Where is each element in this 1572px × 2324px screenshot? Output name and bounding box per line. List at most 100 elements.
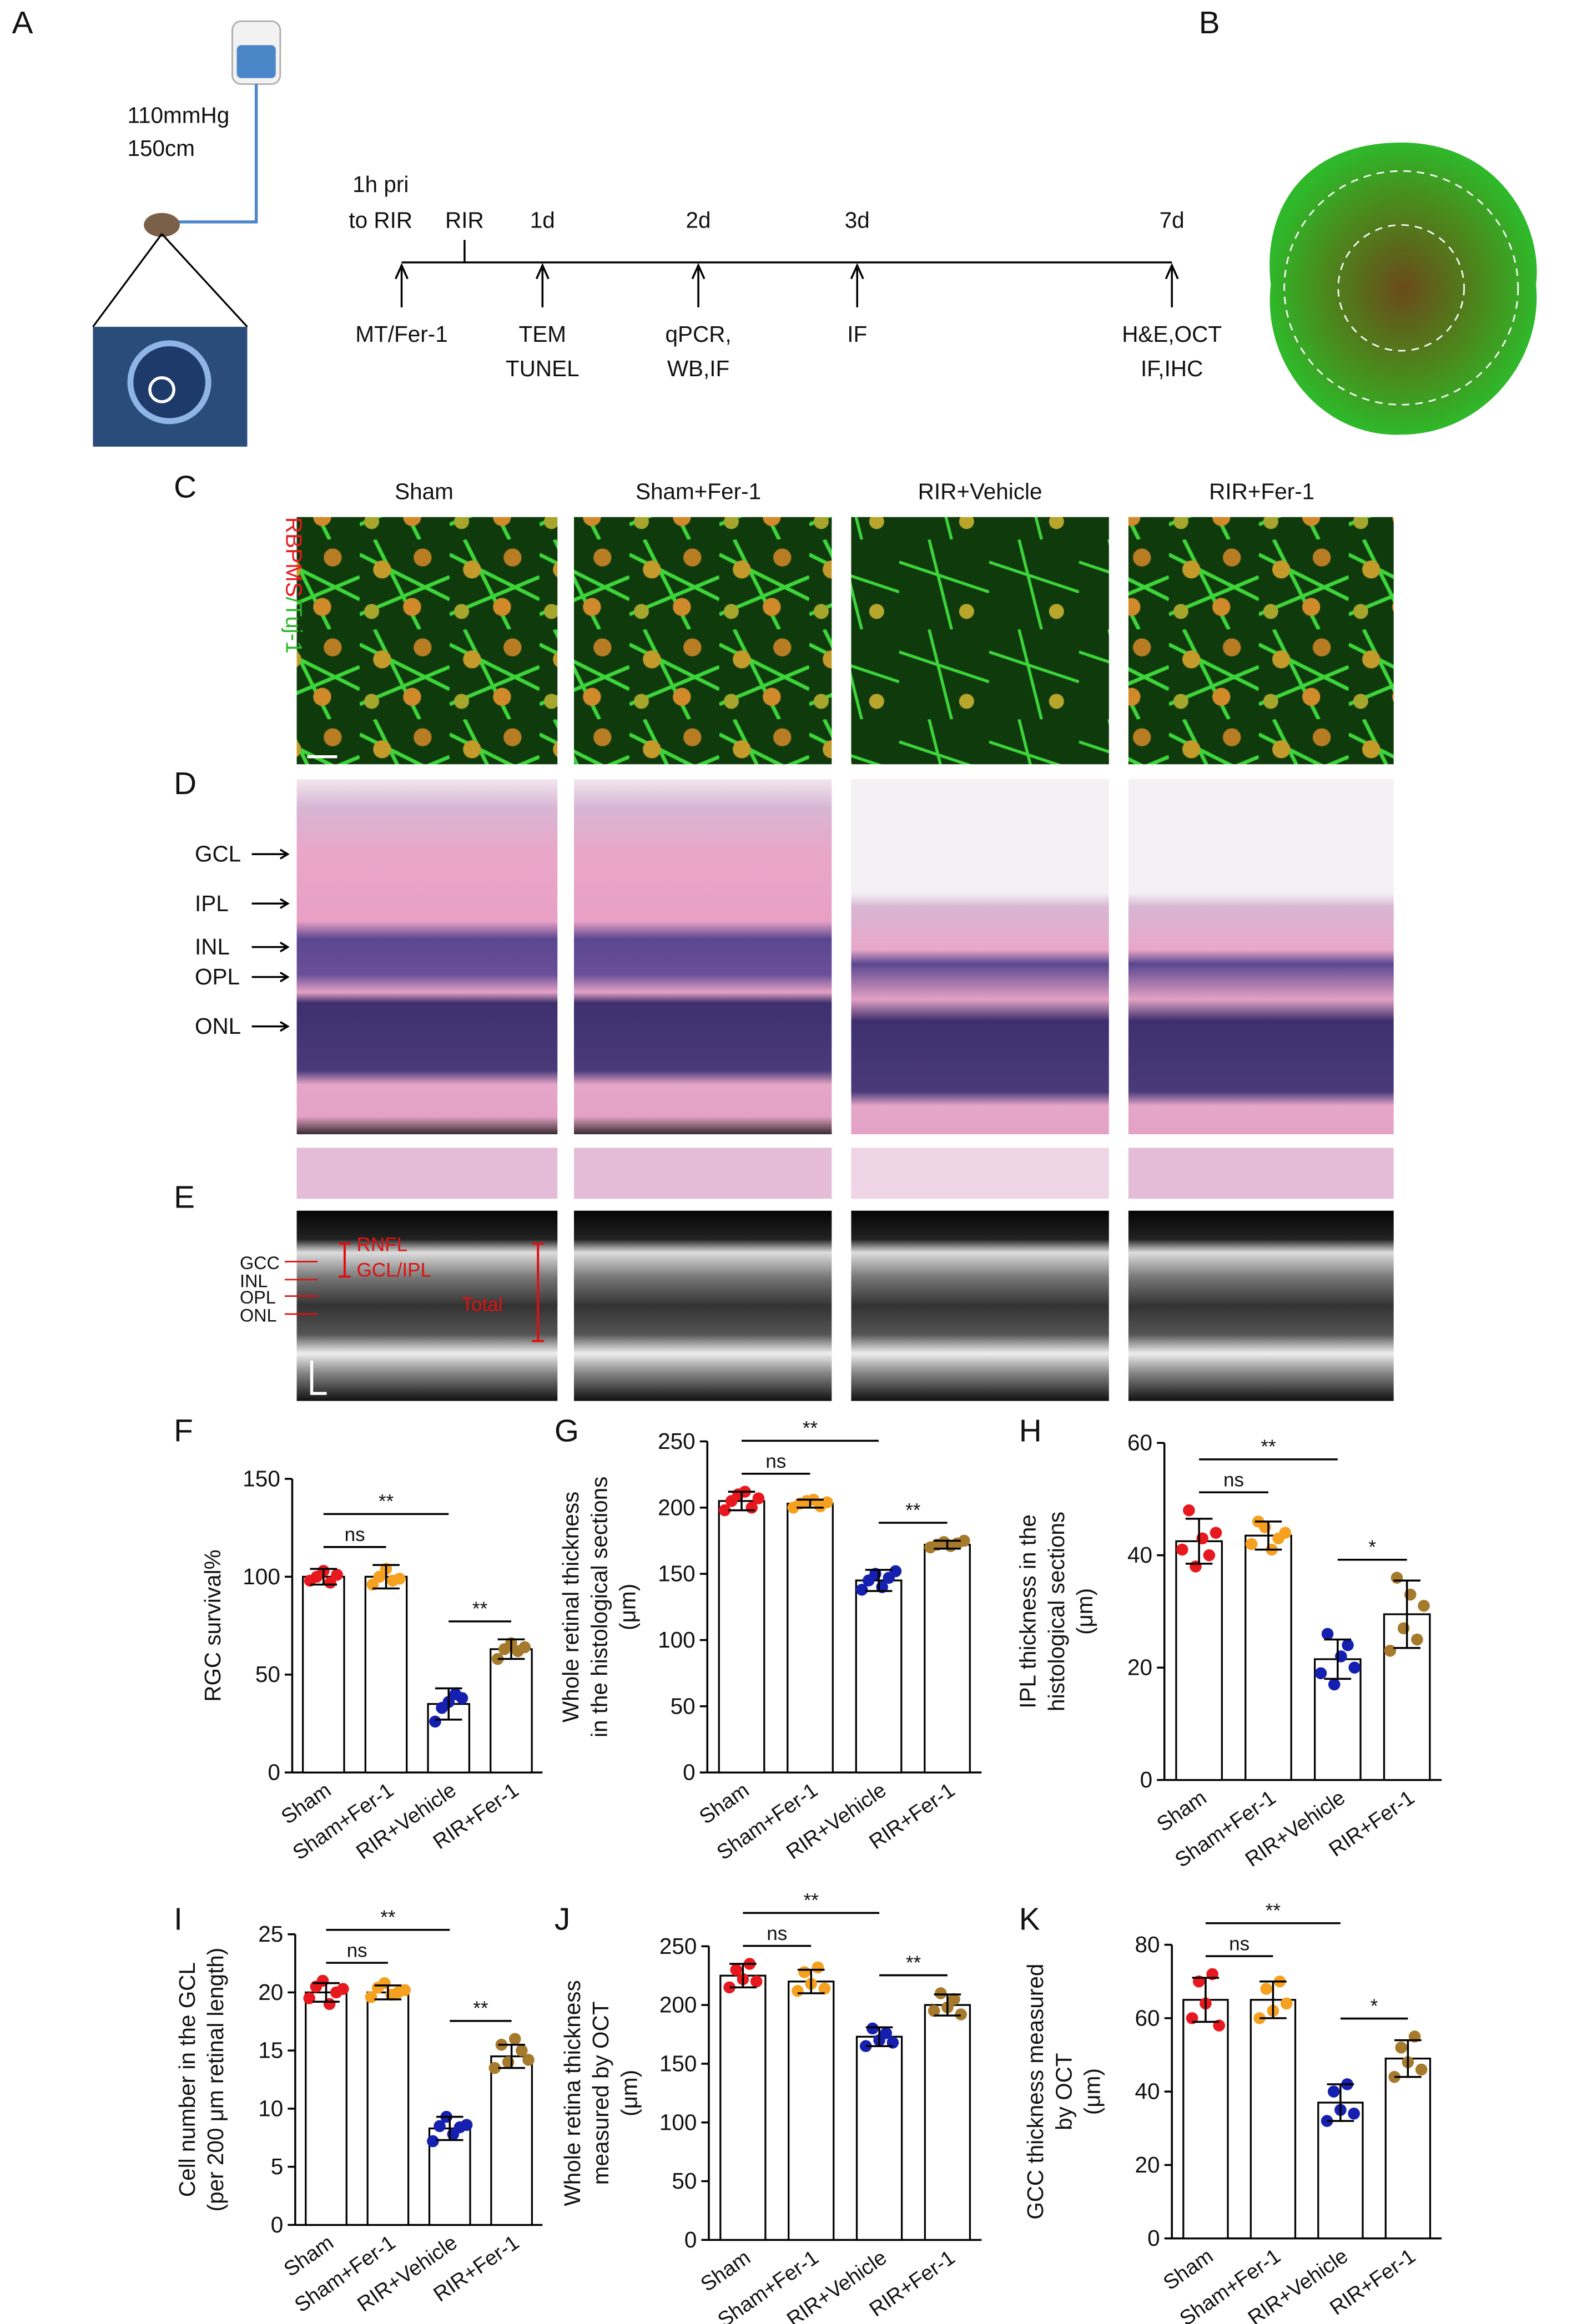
data-point (1342, 1639, 1354, 1651)
x-tick-label: Sham (695, 1779, 753, 1829)
timeline-top: 3d (845, 208, 870, 233)
timeline-bottom: WB,IF (667, 356, 729, 381)
data-point (934, 1987, 947, 1999)
layer-label: IPL (195, 891, 229, 916)
x-tick-label: Sham (1159, 2245, 1217, 2295)
data-point (1348, 1661, 1361, 1674)
group-label: Sham (395, 478, 454, 504)
error-bar (1192, 1977, 1220, 2023)
error-bar (797, 1498, 824, 1509)
bar (1182, 1999, 1229, 2240)
timeline-bottom: qPCR, (665, 321, 731, 347)
data-point (1210, 1527, 1222, 1539)
data-point (889, 1565, 902, 1578)
error-bar (1185, 1518, 1213, 1565)
y-tick-label: 20 (1135, 2152, 1160, 2178)
data-point (1418, 1599, 1430, 1612)
significance-label: ** (473, 1998, 488, 2019)
y-tick-label: 40 (1135, 2079, 1160, 2104)
data-point (303, 1992, 315, 2004)
panel-label: D (174, 766, 196, 801)
y-axis-label: measured by OCT (588, 2001, 613, 2185)
layer-arrow (251, 971, 290, 983)
data-point (508, 2033, 521, 2045)
data-point (1390, 1572, 1403, 1584)
data-point (880, 2027, 893, 2039)
bar (924, 2004, 971, 2241)
data-point (429, 1715, 441, 1728)
data-point (1327, 2085, 1340, 2098)
error-bar (374, 1984, 402, 2000)
timeline-arrow (535, 262, 550, 307)
error-bar (498, 2043, 525, 2069)
x-tick-label: Sham (1153, 1786, 1211, 1836)
data-point (955, 2008, 967, 2020)
data-point (792, 1984, 804, 1997)
bar (788, 1981, 835, 2241)
y-tick-label: 0 (684, 2227, 697, 2252)
bar (855, 2035, 903, 2241)
data-point (752, 1492, 765, 1504)
panel-a-art (92, 20, 1547, 447)
y-tick-label: 15 (258, 2038, 283, 2063)
y-axis-label: Whole retinal thickness (558, 1492, 583, 1722)
bar (855, 1579, 903, 1774)
error-bar (1393, 1579, 1420, 1649)
error-bar (729, 1963, 757, 1989)
significance-label: ns (347, 1939, 367, 1961)
error-bar (865, 2026, 893, 2047)
data-point (456, 1692, 468, 1704)
y-tick-label: 50 (672, 2168, 697, 2194)
data-point (1280, 1997, 1293, 2010)
y-tick-label: 40 (1127, 1542, 1152, 1568)
y-tick-label: 50 (671, 1693, 696, 1719)
y-axis-label: (μm) (615, 1584, 641, 1630)
significance-label: ** (804, 1889, 819, 1911)
significance-label: ** (1261, 1436, 1276, 1458)
significance-label: ** (1266, 1900, 1281, 1922)
significance-label: ** (906, 1952, 921, 1974)
data-point (821, 1496, 833, 1509)
y-axis-label: by OCT (1051, 2053, 1076, 2130)
y-tick-label: 100 (658, 1627, 696, 1653)
y-tick-label: 10 (258, 2095, 283, 2121)
y-tick-label: 60 (1127, 1430, 1152, 1456)
x-tick-label: Sham (697, 2246, 755, 2296)
y-tick-label: 150 (658, 1561, 696, 1587)
timeline-top: 7d (1160, 208, 1185, 233)
stain-part: RBPMS (281, 517, 307, 597)
timeline-bottom: TEM (519, 321, 566, 347)
y-tick-label: 0 (268, 1760, 280, 1785)
layer-label: INL (195, 934, 230, 959)
data-point (460, 2119, 473, 2131)
y-tick-label: 20 (1127, 1655, 1152, 1680)
bar (1384, 2058, 1432, 2240)
data-point (331, 1569, 343, 1581)
y-axis-label: Whole retina thickness (560, 1980, 585, 2206)
significance-label: ** (803, 1418, 818, 1439)
timeline-arrow (1165, 262, 1179, 307)
timeline-top: 1h pri (352, 171, 409, 197)
panel-label: B (1199, 6, 1220, 41)
error-bar (865, 1569, 893, 1592)
stain-part: /Tuj-1 (281, 597, 307, 654)
y-tick-label: 50 (255, 1661, 280, 1687)
data-point (812, 1961, 824, 1974)
bar (366, 1991, 410, 2226)
error-bar (797, 1968, 825, 1994)
significance-label: ns (345, 1524, 365, 1545)
bar (718, 1500, 765, 1774)
error-bar (436, 2115, 463, 2141)
layer-arrow (251, 848, 290, 860)
significance-label: * (1371, 1995, 1378, 2017)
oct-annotation: GCL/IPL (357, 1260, 432, 1281)
bar (1175, 1540, 1223, 1781)
layer-arrow (251, 941, 290, 953)
error-bar (934, 1539, 961, 1550)
group-label: RIR+Vehicle (918, 478, 1042, 504)
layer-label: OPL (195, 964, 240, 989)
data-point (399, 1984, 411, 1997)
data-point (866, 2022, 879, 2035)
error-bar (934, 1993, 961, 2017)
y-axis-label: IPL thickness in the (1015, 1514, 1041, 1709)
